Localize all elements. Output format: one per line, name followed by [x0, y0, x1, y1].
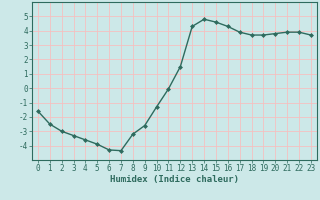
X-axis label: Humidex (Indice chaleur): Humidex (Indice chaleur) — [110, 175, 239, 184]
